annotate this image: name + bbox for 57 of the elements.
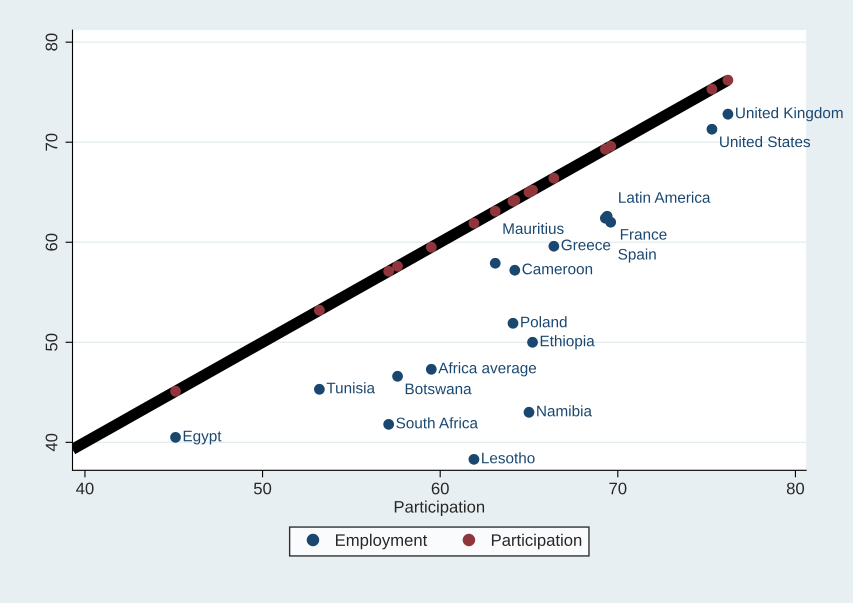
- point: [426, 242, 437, 253]
- point: [706, 124, 718, 135]
- point: [605, 216, 616, 228]
- legend-label: Participation: [492, 534, 582, 550]
- point: [524, 406, 534, 418]
- point: [548, 172, 560, 184]
- x-tick-label: 80: [786, 482, 804, 494]
- y-tick-label: 50: [46, 334, 58, 351]
- annotation: Poland: [521, 316, 567, 328]
- point: [314, 304, 325, 316]
- point: [170, 386, 181, 397]
- annotation: France: [620, 229, 667, 240]
- point: [314, 384, 325, 395]
- annotation: Mauritius: [503, 222, 564, 234]
- annotation: Tunisia: [326, 382, 376, 394]
- x-tick-label: 60: [432, 482, 449, 494]
- point: [392, 260, 403, 272]
- point: [524, 186, 534, 198]
- point: [490, 206, 501, 217]
- y-tick-label: 80: [46, 34, 58, 51]
- annotation: Greece: [562, 240, 610, 250]
- point: [722, 108, 734, 120]
- annotation: Botswana: [406, 384, 472, 394]
- annotation: Ethiopia: [540, 335, 595, 350]
- x-tick-label: 70: [609, 482, 626, 494]
- y-tick-label: 40: [46, 434, 58, 452]
- x-tick-label: 40: [76, 482, 94, 494]
- point: [383, 418, 394, 430]
- annotation: Lesotho: [482, 452, 535, 464]
- point: [527, 336, 538, 348]
- point: [722, 74, 734, 86]
- point: [706, 84, 718, 95]
- annotation: United Kingdom: [736, 107, 843, 122]
- point: [508, 318, 518, 329]
- y-tick-label: 70: [46, 134, 58, 151]
- annotation: Egypt: [184, 430, 222, 444]
- point: [548, 240, 560, 252]
- y-tick-label: 60: [46, 234, 58, 251]
- point: [605, 140, 616, 152]
- annotation: Latin America: [619, 192, 710, 203]
- annotation: South Africa: [396, 417, 478, 428]
- x-axis-title: Participation: [394, 500, 484, 516]
- annotation: Cameroon: [522, 264, 592, 274]
- legend-label: Employment: [336, 534, 428, 550]
- point: [426, 364, 437, 375]
- point: [509, 264, 520, 276]
- point: [468, 218, 480, 229]
- annotation: Africa average: [438, 362, 536, 376]
- point: [170, 432, 181, 443]
- point: [383, 266, 394, 277]
- annotation: Namibia: [537, 405, 592, 416]
- x-tick-label: 50: [254, 482, 272, 494]
- annotation: Spain: [618, 248, 656, 263]
- annotation: United States: [720, 136, 810, 148]
- point: [468, 454, 480, 465]
- point: [392, 370, 403, 382]
- point: [490, 258, 501, 269]
